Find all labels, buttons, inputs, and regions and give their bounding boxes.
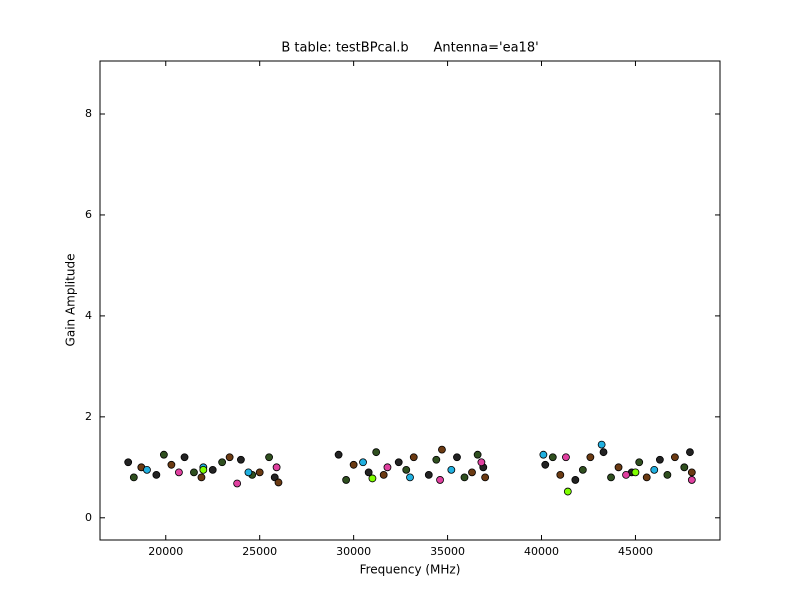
point [359, 458, 367, 467]
point [563, 487, 572, 496]
point [265, 453, 273, 462]
point [190, 468, 198, 477]
point [686, 448, 694, 457]
y-tick-label: 2 [85, 410, 92, 423]
point [578, 465, 587, 474]
point [477, 458, 486, 467]
point [342, 476, 351, 484]
point [680, 463, 689, 472]
point [671, 453, 679, 462]
point [237, 455, 245, 464]
point [244, 468, 253, 477]
point [368, 474, 377, 483]
y-tick-label: 4 [85, 309, 92, 322]
point [272, 463, 281, 472]
point [124, 458, 133, 467]
y-tick-label: 8 [85, 107, 92, 120]
point [274, 478, 283, 487]
x-tick-label: 25000 [242, 545, 277, 558]
point [152, 470, 161, 479]
point [432, 455, 441, 464]
point [539, 450, 548, 459]
point [631, 468, 640, 477]
point [394, 458, 403, 467]
point [556, 470, 565, 479]
point [438, 445, 446, 454]
point [180, 453, 189, 462]
point [233, 479, 242, 488]
x-tick-label: 40000 [524, 545, 559, 558]
point [447, 465, 456, 474]
point [541, 460, 550, 469]
point [143, 465, 151, 474]
point [159, 450, 168, 459]
point [473, 450, 482, 459]
point [650, 465, 659, 474]
point [597, 440, 606, 449]
point [167, 460, 176, 469]
point [379, 470, 388, 479]
point [372, 448, 381, 457]
point [225, 453, 234, 462]
point [409, 453, 418, 462]
x-tick-label: 30000 [336, 545, 371, 558]
point [599, 448, 608, 457]
point [468, 468, 476, 477]
x-tick-label: 20000 [148, 545, 183, 558]
point [687, 468, 696, 477]
point [197, 473, 206, 482]
x-tick-label: 35000 [430, 545, 465, 558]
x-axis-label: Frequency (MHz) [360, 563, 461, 577]
plot-frame [99, 60, 721, 541]
point [402, 465, 411, 474]
point [655, 455, 664, 464]
point [383, 463, 392, 472]
point [481, 473, 490, 482]
point [460, 473, 469, 482]
y-axis-label: Gain Amplitude [64, 254, 78, 347]
point [129, 473, 138, 482]
point [436, 476, 444, 484]
point [586, 453, 595, 462]
point [255, 468, 264, 477]
point [175, 468, 183, 477]
point [424, 470, 433, 479]
point [642, 473, 651, 482]
point [199, 465, 208, 474]
point [635, 458, 644, 467]
point [453, 453, 461, 462]
y-tick-label: 0 [85, 511, 92, 524]
y-tick-label: 6 [85, 208, 92, 221]
x-tick-label: 45000 [618, 545, 653, 558]
point [622, 470, 630, 479]
point [208, 465, 217, 474]
point [364, 468, 373, 477]
point [562, 453, 570, 462]
point [406, 473, 414, 482]
point [614, 463, 623, 472]
point [663, 470, 672, 479]
point [218, 458, 227, 467]
point [349, 460, 358, 469]
point [607, 473, 615, 482]
point [687, 476, 696, 484]
chart-title: B table: testBPcal.b Antenna='ea18' [281, 41, 538, 56]
point [548, 453, 557, 462]
point [571, 476, 580, 484]
point [334, 450, 343, 459]
